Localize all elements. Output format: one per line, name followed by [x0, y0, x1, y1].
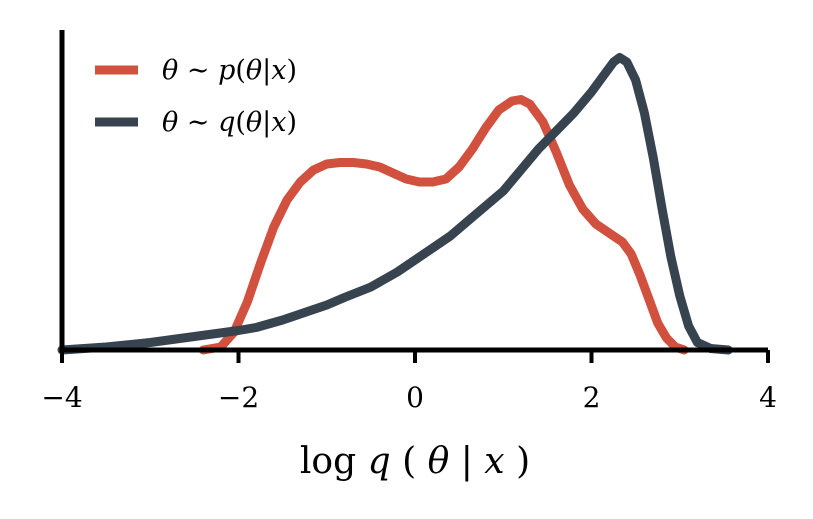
x-axis-label-fn: log	[300, 441, 356, 482]
x-axis-label-x: x	[484, 441, 504, 482]
x-ticks: −4 −2 0 2 4	[41, 350, 777, 414]
x-axis-label-open: (	[402, 441, 416, 482]
x-axis-label-var: q	[368, 441, 391, 482]
x-tick-label: 4	[759, 381, 777, 414]
x-axis-label-bar: |	[461, 441, 473, 482]
x-axis-label-close: )	[516, 441, 530, 482]
x-tick-label: 2	[583, 381, 601, 414]
x-axis-label: log q ( θ | x )	[300, 441, 530, 482]
legend-label-p: θ ∼ p(θ|x)	[162, 55, 297, 86]
series-line-p	[198, 95, 689, 355]
legend: θ ∼ p(θ|x) θ ∼ q(θ|x)	[95, 55, 297, 138]
x-tick-label: −2	[218, 381, 259, 414]
legend-label-q: θ ∼ q(θ|x)	[162, 107, 297, 138]
series-line-q	[57, 53, 733, 355]
series-layer	[57, 53, 733, 355]
x-axis-label-theta: θ	[428, 441, 450, 482]
x-tick-label: 0	[406, 381, 424, 414]
x-tick-label: −4	[41, 381, 82, 414]
